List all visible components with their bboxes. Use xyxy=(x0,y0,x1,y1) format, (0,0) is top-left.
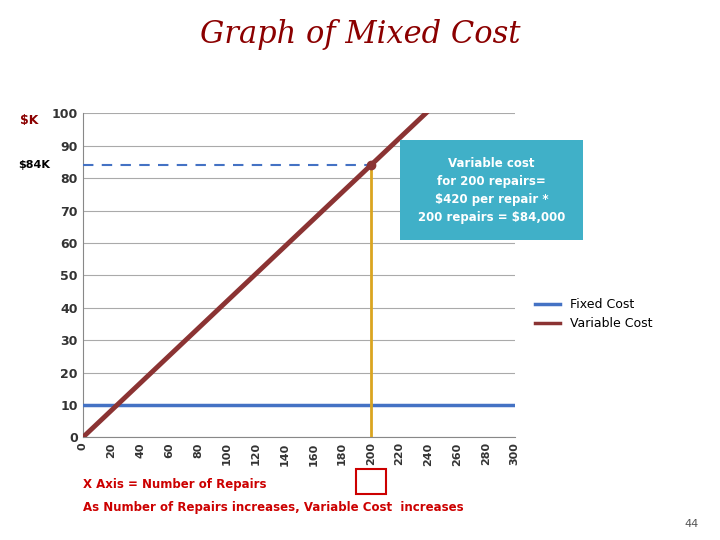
Text: As Number of Repairs increases, Variable Cost  increases: As Number of Repairs increases, Variable… xyxy=(83,501,464,514)
Text: Graph of Mixed Cost: Graph of Mixed Cost xyxy=(199,19,521,50)
Text: $84K: $84K xyxy=(18,160,50,170)
Text: 44: 44 xyxy=(684,519,698,529)
Text: Variable cost
for 200 repairs=
$420 per repair *
200 repairs = $84,000: Variable cost for 200 repairs= $420 per … xyxy=(418,157,565,224)
Legend: Fixed Cost, Variable Cost: Fixed Cost, Variable Cost xyxy=(530,293,657,335)
Text: X Axis = Number of Repairs: X Axis = Number of Repairs xyxy=(83,478,266,491)
Text: $K: $K xyxy=(20,114,39,127)
